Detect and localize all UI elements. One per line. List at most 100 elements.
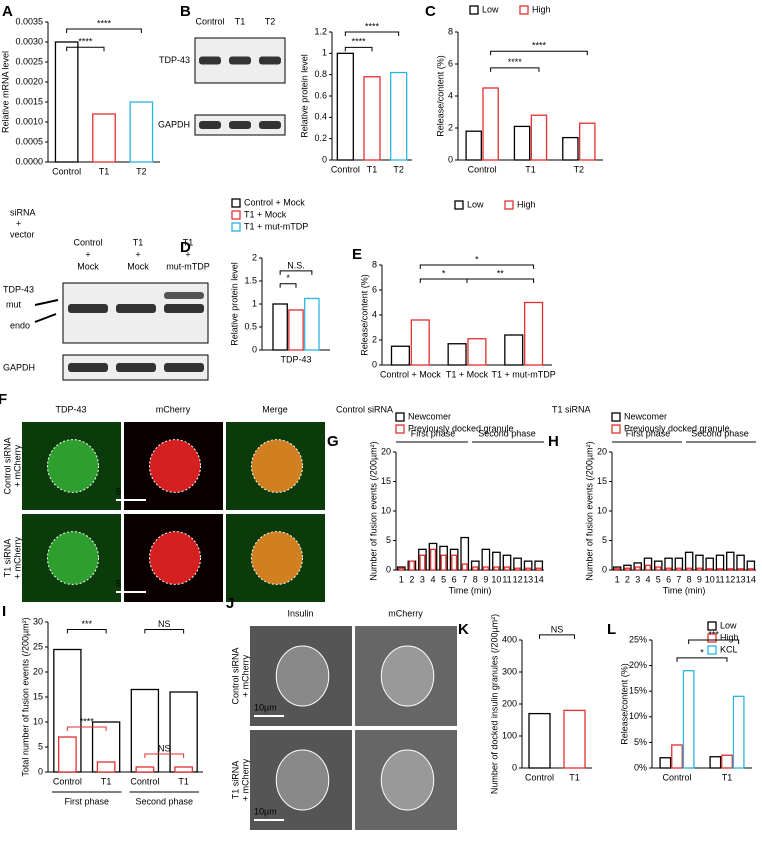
bar <box>451 554 458 571</box>
y-axis-label: Total number of fusion events (/200µm²) <box>20 617 30 776</box>
significance-bracket <box>419 264 535 269</box>
bar <box>624 567 631 571</box>
x-tick-label: 14 <box>746 574 756 584</box>
cell <box>380 645 435 707</box>
bar <box>727 568 734 571</box>
column-label: Insulin <box>287 608 313 618</box>
row-label: TDP-43 <box>3 284 34 294</box>
x-tick-label: 5 <box>441 574 446 584</box>
bar <box>130 688 160 773</box>
lane-label: T1 <box>183 237 194 247</box>
legend-swatch <box>469 5 479 15</box>
blot-band <box>68 363 108 372</box>
significance-bracket <box>466 278 535 283</box>
bar <box>96 761 116 773</box>
cell <box>149 531 201 585</box>
blot-band <box>229 56 251 65</box>
legend-label: Newcomer <box>624 411 667 421</box>
significance-label: ** <box>497 268 505 278</box>
column-label: mCherry <box>388 608 423 618</box>
bar <box>563 709 586 769</box>
y-tick-label: 6 <box>448 58 453 68</box>
row-label: + mCherry <box>240 654 250 697</box>
group-label: First phase <box>64 796 109 806</box>
y-tick-label: 4 <box>448 90 453 100</box>
chart-title: Control siRNA <box>336 404 393 414</box>
x-tick-label: Control + Mock <box>380 369 441 379</box>
panel-label: H <box>548 433 559 450</box>
x-tick-label: T1 <box>178 776 189 786</box>
legend-label: High <box>517 199 536 209</box>
x-tick-label: 13 <box>736 574 746 584</box>
y-tick-label: 10% <box>629 711 647 721</box>
x-tick-label: 2 <box>625 574 630 584</box>
bar <box>429 548 437 571</box>
blot-band <box>116 363 156 372</box>
significance-bracket <box>144 753 185 758</box>
x-tick-label: 10 <box>705 574 715 584</box>
x-tick-label: 3 <box>635 574 640 584</box>
y-tick-label: 15 <box>33 691 43 701</box>
significance-bracket <box>66 726 107 731</box>
blot-band <box>164 363 204 372</box>
x-tick-label: 4 <box>645 574 650 584</box>
y-tick-label: 10 <box>381 505 391 515</box>
cell <box>380 749 435 811</box>
y-tick-label: 400 <box>502 634 517 644</box>
bar <box>135 766 155 773</box>
y-axis-label: Number of fusion events (/200µm²) <box>584 441 594 580</box>
scale-label: 10µm <box>254 702 277 712</box>
bar <box>634 566 641 571</box>
y-tick-label: 2 <box>252 252 257 262</box>
x-tick-label: T1 <box>722 772 733 782</box>
y-tick-label: 10 <box>33 716 43 726</box>
panel-label: A <box>2 3 13 20</box>
bar <box>614 568 621 571</box>
bar <box>493 566 500 571</box>
significance-bracket <box>66 629 107 634</box>
x-axis-label: Time (min) <box>449 585 492 595</box>
y-tick-label: 15% <box>629 686 647 696</box>
lane-label: T1 <box>235 16 246 26</box>
arrow-label: endo <box>10 320 30 330</box>
y-tick-label: 1.2 <box>314 26 327 36</box>
y-tick-label: 300 <box>502 666 517 676</box>
blot-band <box>199 121 221 129</box>
bar <box>174 766 193 773</box>
y-axis-label: Relative protein level <box>299 54 309 138</box>
column-label: TDP-43 <box>55 404 86 414</box>
row-label: T1 siRNA <box>2 539 12 578</box>
y-tick-label: 5 <box>386 535 391 545</box>
bar <box>535 567 542 571</box>
legend-label: Previously docked granule <box>408 423 514 433</box>
y-tick-label: 0 <box>448 154 453 164</box>
blot-band <box>259 56 281 65</box>
x-tick-label: 8 <box>687 574 692 584</box>
x-tick-label: 6 <box>666 574 671 584</box>
bar <box>461 563 468 571</box>
y-tick-label: 5 <box>38 741 43 751</box>
legend-label: Newcomer <box>408 411 451 421</box>
significance-label: NS <box>551 624 564 634</box>
y-axis-label: Number of docked insulin granules (/200µ… <box>489 614 499 794</box>
x-tick-label: Control <box>331 164 360 174</box>
significance-label: **** <box>352 37 367 47</box>
x-tick-label: 4 <box>430 574 435 584</box>
legend-label: T1 + mut-mTDP <box>244 221 308 231</box>
header-label: vector <box>10 229 35 239</box>
chart-title: T1 siRNA <box>552 404 591 414</box>
significance-label: * <box>700 647 704 657</box>
significance-bracket <box>279 270 313 275</box>
y-tick-label: 0.6 <box>314 90 327 100</box>
lane-label: + <box>135 249 140 259</box>
lane-label: + <box>185 249 190 259</box>
significance-bracket <box>66 28 142 33</box>
bar <box>410 319 430 366</box>
header-label: + <box>16 218 21 228</box>
significance-label: **** <box>508 57 523 67</box>
legend-label: KCL <box>720 644 738 654</box>
lane-label: Mock <box>77 261 99 271</box>
bar <box>272 303 288 351</box>
x-tick-label: 12 <box>725 574 735 584</box>
